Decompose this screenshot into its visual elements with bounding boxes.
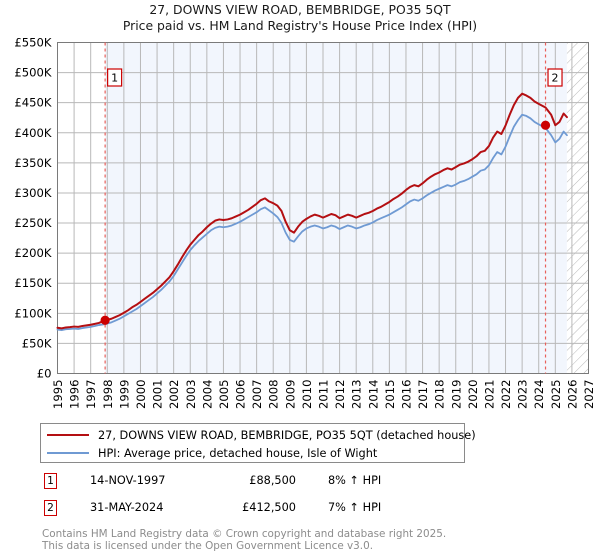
x-axis-tick-label: 2018: [433, 380, 447, 410]
grid-lines: £0 £50K £100K £150K £200K £250K £300K £350K £400…: [14, 36, 596, 409]
x-axis-tick-label: 2026: [565, 380, 579, 410]
legend-item-price-paid: 27, DOWNS VIEW ROAD, BEMBRIDGE, PO35 5QT…: [47, 426, 476, 444]
x-axis-tick-label: 2021: [482, 380, 496, 410]
marker-badge-label-1: 1: [111, 72, 118, 85]
x-axis-tick-label: 2025: [549, 380, 563, 410]
legend-swatch-red-icon: [47, 434, 89, 436]
legend-swatch-blue-icon: [47, 452, 89, 454]
legend-item-hpi: HPI: Average price, detached house, Isle…: [47, 444, 377, 462]
x-axis-tick-label: 2019: [449, 380, 463, 410]
sale-marker-badge-1: 1: [44, 473, 57, 489]
chart-legend: 27, DOWNS VIEW ROAD, BEMBRIDGE, PO35 5QT…: [40, 423, 476, 463]
x-axis-tick-label: 2023: [516, 380, 530, 410]
x-axis-tick-label: 2001: [151, 380, 165, 410]
y-axis-tick-label: £0: [37, 367, 52, 381]
chart-title-block: 27, DOWNS VIEW ROAD, BEMBRIDGE, PO35 5QT…: [0, 2, 600, 34]
marker-dot-1: [100, 315, 110, 325]
chart-area: £0 £50K £100K £150K £200K £250K £300K £350K £400…: [0, 36, 600, 414]
y-axis-tick-label: £250K: [14, 216, 52, 230]
page-subtitle: Price paid vs. HM Land Registry's House …: [122, 18, 478, 33]
y-axis-tick-label: £200K: [14, 246, 52, 260]
sale-price-1: £88,500: [249, 474, 296, 487]
x-axis-tick-label: 2005: [217, 380, 231, 410]
marker-dot-2: [540, 120, 551, 130]
x-axis-tick-label: 2024: [532, 380, 546, 410]
sale-price-2: £412,500: [242, 501, 296, 514]
x-axis-tick-label: 1995: [51, 380, 65, 410]
sale-hpi-delta-1: 8% ↑ HPI: [328, 474, 382, 487]
sale-row: 1 14-NOV-1997 £88,500 8% ↑ HPI: [40, 473, 480, 493]
x-axis-tick-label: 2015: [383, 380, 397, 410]
x-axis-tick-label: 2022: [499, 380, 513, 410]
x-axis-tick-label: 2014: [366, 380, 380, 410]
y-axis-tick-label: £500K: [14, 66, 52, 80]
footer-line-1: Contains HM Land Registry data © Crown c…: [42, 528, 447, 540]
page-title: 27, DOWNS VIEW ROAD, BEMBRIDGE, PO35 5QT: [149, 2, 451, 17]
x-axis-tick-label: 2011: [317, 380, 331, 410]
attribution-footer: Contains HM Land Registry data © Crown c…: [42, 528, 582, 553]
sale-date-1: 14-NOV-1997: [90, 474, 166, 487]
sale-date-2: 31-MAY-2024: [90, 501, 164, 514]
series-line-price-paid: [56, 92, 568, 330]
x-axis-tick-label: 2013: [350, 380, 364, 410]
sale-hpi-delta-2: 7% ↑ HPI: [328, 501, 382, 514]
x-axis-tick-label: 2012: [333, 380, 347, 410]
y-axis-tick-label: £550K: [14, 36, 52, 50]
marker-badge-label-2: 2: [552, 72, 559, 85]
y-axis-tick-label: £100K: [14, 306, 52, 320]
plot-frame: [57, 42, 589, 374]
y-axis-tick-label: £450K: [14, 96, 52, 110]
sale-marker-badge-2: 2: [44, 500, 57, 516]
y-axis-tick-label: £400K: [14, 126, 52, 140]
future-hatched-region: [566, 42, 589, 374]
footer-line-2: This data is licensed under the Open Gov…: [42, 540, 374, 553]
x-axis-tick-label: 2004: [200, 380, 214, 410]
x-axis-tick-label: 2003: [184, 380, 198, 410]
x-axis-tick-label: 2007: [250, 380, 264, 410]
x-axis-tick-label: 2002: [167, 380, 181, 410]
y-axis-tick-label: £150K: [14, 276, 52, 290]
series-line-hpi: [56, 113, 568, 332]
y-axis-tick-label: £350K: [14, 156, 52, 170]
x-axis-tick-label: 2000: [134, 380, 148, 410]
ownership-shaded-band: [105, 42, 567, 374]
price-history-chart: £0 £50K £100K £150K £200K £250K £300K £350K £400…: [14, 36, 596, 409]
y-axis-tick-label: £300K: [14, 186, 52, 200]
x-axis-tick-label: 2017: [416, 380, 430, 410]
x-axis-tick-label: 2006: [234, 380, 248, 410]
x-axis-tick-label: 2008: [267, 380, 281, 410]
x-axis-tick-label: 1996: [68, 380, 82, 410]
marker-badge-box-2: [547, 68, 563, 87]
marker-badge-box-1: [107, 68, 123, 87]
x-axis-tick-label: 2027: [582, 380, 596, 410]
x-axis-tick-label: 2009: [283, 380, 297, 410]
x-axis-tick-label: 2016: [399, 380, 413, 410]
x-axis-tick-label: 2010: [300, 380, 314, 410]
x-axis-tick-label: 1997: [84, 380, 98, 410]
x-axis-tick-label: 1998: [101, 380, 115, 410]
x-axis-tick-label: 1999: [117, 380, 131, 410]
legend-label-price-paid: 27, DOWNS VIEW ROAD, BEMBRIDGE, PO35 5QT…: [98, 428, 476, 442]
y-axis-tick-label: £50K: [22, 336, 52, 350]
x-axis-tick-label: 2020: [466, 380, 480, 410]
legend-label-hpi: HPI: Average price, detached house, Isle…: [98, 446, 378, 460]
sale-row: 2 31-MAY-2024 £412,500 7% ↑ HPI: [40, 500, 480, 520]
